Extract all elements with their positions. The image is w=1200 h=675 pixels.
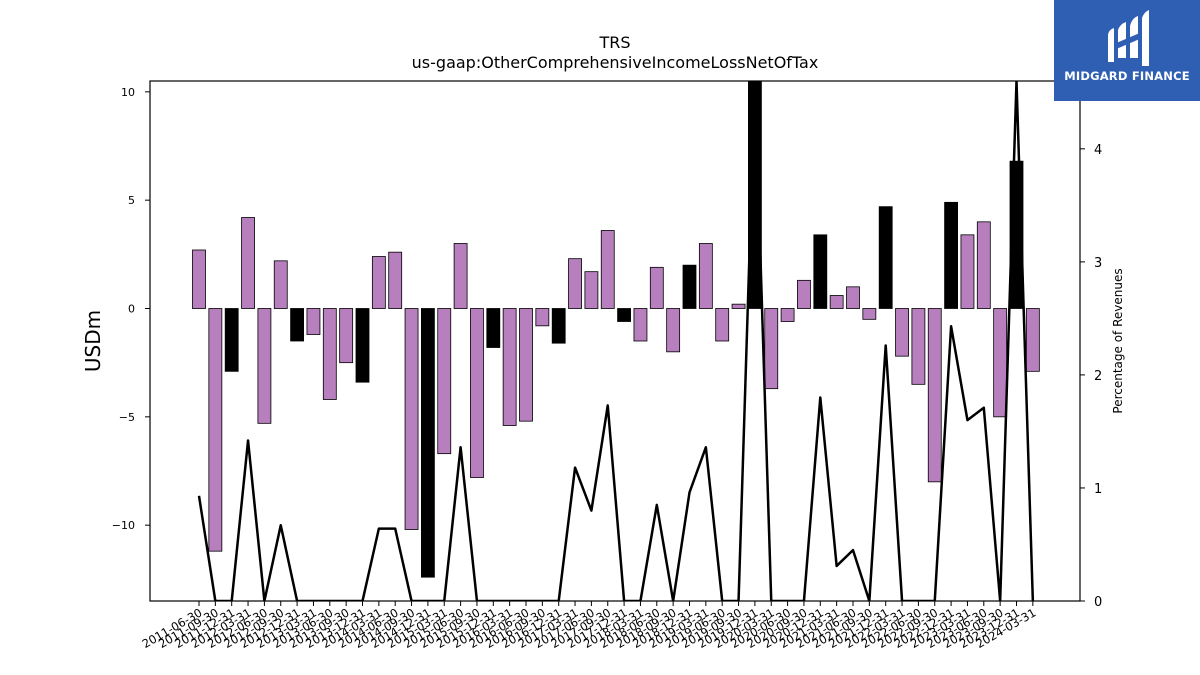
bar	[731, 303, 746, 309]
bar	[322, 308, 337, 400]
bar	[846, 286, 860, 309]
y-axis-label: USDm	[81, 310, 105, 372]
midgard-logo-icon	[1108, 10, 1149, 66]
y2-tick-label: 2	[1094, 369, 1102, 384]
bar	[780, 308, 795, 322]
plot-frame	[149, 80, 1081, 602]
bar	[257, 308, 272, 424]
bar	[192, 249, 206, 309]
bar	[241, 217, 255, 309]
bar	[960, 234, 975, 309]
midgard-finance-logo: MIDGARD FINANCE	[1054, 0, 1200, 101]
bar	[993, 308, 1008, 418]
bar	[764, 308, 779, 390]
bar	[404, 308, 419, 530]
bar	[698, 243, 713, 309]
bar	[715, 308, 730, 342]
bar	[682, 264, 697, 309]
y2-tick-label: 4	[1094, 143, 1102, 158]
y2-tick-label: 3	[1094, 256, 1102, 271]
bar	[388, 251, 403, 309]
chart-title: TRS	[598, 33, 630, 52]
y2-axis-label: Percentage of Revenues	[1111, 268, 1125, 413]
bar	[666, 308, 681, 353]
bar	[944, 201, 958, 309]
bar	[290, 308, 305, 342]
bar	[453, 243, 468, 309]
bar	[535, 308, 550, 327]
y-tick-label: 5	[128, 194, 135, 207]
bar	[813, 234, 828, 309]
y-tick-label: −5	[119, 411, 135, 424]
logo-text: MIDGARD FINANCE	[1064, 69, 1190, 83]
y-tick-label: −10	[112, 519, 135, 532]
y2-tick-label: 0	[1094, 595, 1102, 610]
bar	[797, 279, 811, 309]
bar	[502, 308, 517, 426]
bar	[862, 308, 877, 320]
revenue-pct-line	[197, 81, 1035, 601]
bar	[633, 308, 648, 342]
bar	[927, 308, 942, 483]
plot-area: 1050−5−10432102011-06-302011-09-302011-1…	[112, 80, 1102, 651]
bar	[371, 256, 386, 309]
bar	[829, 295, 844, 309]
bar	[600, 230, 615, 309]
y-tick-label: 10	[121, 86, 135, 99]
bar	[551, 308, 566, 344]
bar	[208, 308, 223, 552]
chart-subtitle: us-gaap:OtherComprehensiveIncomeLossNetO…	[412, 53, 819, 72]
bar	[617, 308, 631, 322]
bar	[306, 308, 321, 335]
bar	[355, 308, 370, 383]
bar	[878, 206, 893, 309]
bar	[486, 308, 501, 348]
bar	[519, 308, 533, 422]
line-group	[197, 81, 1035, 601]
bar	[584, 271, 599, 309]
y-tick-label: 0	[128, 303, 135, 316]
bar	[437, 308, 452, 455]
bar	[649, 266, 664, 309]
bar	[748, 81, 762, 309]
bar	[273, 260, 288, 309]
bar	[895, 308, 909, 357]
bar	[420, 308, 435, 578]
y2-tick-label: 1	[1094, 482, 1102, 497]
bar	[568, 258, 582, 309]
bar	[911, 308, 926, 385]
bar	[1025, 308, 1040, 372]
bar	[470, 308, 484, 478]
bar	[976, 221, 991, 309]
bar	[339, 308, 354, 364]
bar	[224, 308, 239, 372]
